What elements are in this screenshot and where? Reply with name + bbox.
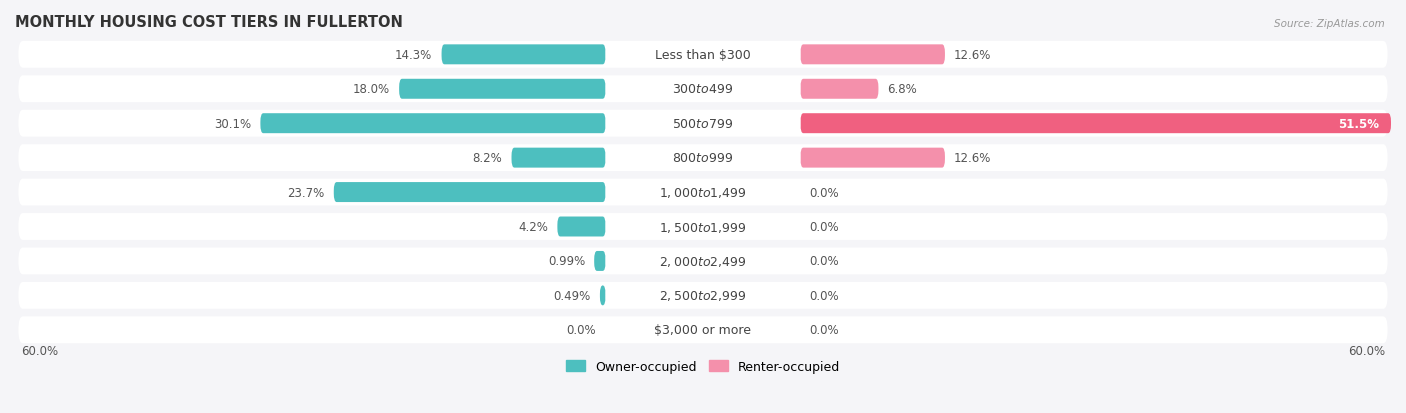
FancyBboxPatch shape: [399, 80, 606, 100]
Text: $2,000 to $2,499: $2,000 to $2,499: [659, 254, 747, 268]
Text: $500 to $799: $500 to $799: [672, 117, 734, 131]
FancyBboxPatch shape: [333, 183, 606, 202]
FancyBboxPatch shape: [441, 45, 606, 65]
FancyBboxPatch shape: [18, 317, 1388, 343]
FancyBboxPatch shape: [606, 286, 800, 306]
Text: 8.2%: 8.2%: [472, 152, 502, 165]
FancyBboxPatch shape: [18, 145, 1388, 172]
Text: 0.0%: 0.0%: [810, 255, 839, 268]
FancyBboxPatch shape: [18, 42, 1388, 69]
FancyBboxPatch shape: [606, 217, 800, 237]
FancyBboxPatch shape: [18, 214, 1388, 240]
FancyBboxPatch shape: [557, 217, 606, 237]
FancyBboxPatch shape: [800, 114, 1391, 134]
FancyBboxPatch shape: [18, 282, 1388, 309]
FancyBboxPatch shape: [800, 80, 879, 100]
FancyBboxPatch shape: [606, 45, 800, 65]
Text: 60.0%: 60.0%: [1348, 344, 1385, 357]
FancyBboxPatch shape: [606, 252, 800, 271]
FancyBboxPatch shape: [512, 148, 606, 168]
Text: 14.3%: 14.3%: [395, 49, 433, 62]
FancyBboxPatch shape: [800, 148, 945, 168]
Text: 0.0%: 0.0%: [810, 323, 839, 337]
Text: 0.99%: 0.99%: [548, 255, 585, 268]
Text: Less than $300: Less than $300: [655, 49, 751, 62]
Text: 23.7%: 23.7%: [287, 186, 325, 199]
Text: 12.6%: 12.6%: [955, 152, 991, 165]
Text: 12.6%: 12.6%: [955, 49, 991, 62]
FancyBboxPatch shape: [606, 114, 800, 134]
FancyBboxPatch shape: [18, 76, 1388, 103]
Text: 6.8%: 6.8%: [887, 83, 917, 96]
FancyBboxPatch shape: [18, 248, 1388, 275]
FancyBboxPatch shape: [606, 148, 800, 168]
Text: 60.0%: 60.0%: [21, 344, 58, 357]
FancyBboxPatch shape: [800, 45, 945, 65]
Text: MONTHLY HOUSING COST TIERS IN FULLERTON: MONTHLY HOUSING COST TIERS IN FULLERTON: [15, 15, 404, 30]
Text: 30.1%: 30.1%: [214, 117, 252, 131]
Text: $3,000 or more: $3,000 or more: [655, 323, 751, 337]
Text: Source: ZipAtlas.com: Source: ZipAtlas.com: [1274, 19, 1385, 28]
FancyBboxPatch shape: [595, 252, 606, 271]
Text: $1,500 to $1,999: $1,500 to $1,999: [659, 220, 747, 234]
Text: 0.0%: 0.0%: [567, 323, 596, 337]
FancyBboxPatch shape: [606, 80, 800, 100]
Text: 4.2%: 4.2%: [519, 221, 548, 233]
Text: 51.5%: 51.5%: [1339, 117, 1379, 131]
Text: $2,500 to $2,999: $2,500 to $2,999: [659, 289, 747, 303]
FancyBboxPatch shape: [18, 179, 1388, 206]
FancyBboxPatch shape: [260, 114, 606, 134]
FancyBboxPatch shape: [606, 320, 800, 340]
Text: $300 to $499: $300 to $499: [672, 83, 734, 96]
Text: 0.0%: 0.0%: [810, 221, 839, 233]
Text: 0.0%: 0.0%: [810, 289, 839, 302]
Legend: Owner-occupied, Renter-occupied: Owner-occupied, Renter-occupied: [567, 360, 839, 373]
Text: 0.49%: 0.49%: [554, 289, 591, 302]
FancyBboxPatch shape: [606, 183, 800, 202]
Text: 0.0%: 0.0%: [810, 186, 839, 199]
Text: 18.0%: 18.0%: [353, 83, 389, 96]
FancyBboxPatch shape: [18, 111, 1388, 137]
Text: $1,000 to $1,499: $1,000 to $1,499: [659, 185, 747, 199]
Text: $800 to $999: $800 to $999: [672, 152, 734, 165]
FancyBboxPatch shape: [600, 286, 606, 306]
